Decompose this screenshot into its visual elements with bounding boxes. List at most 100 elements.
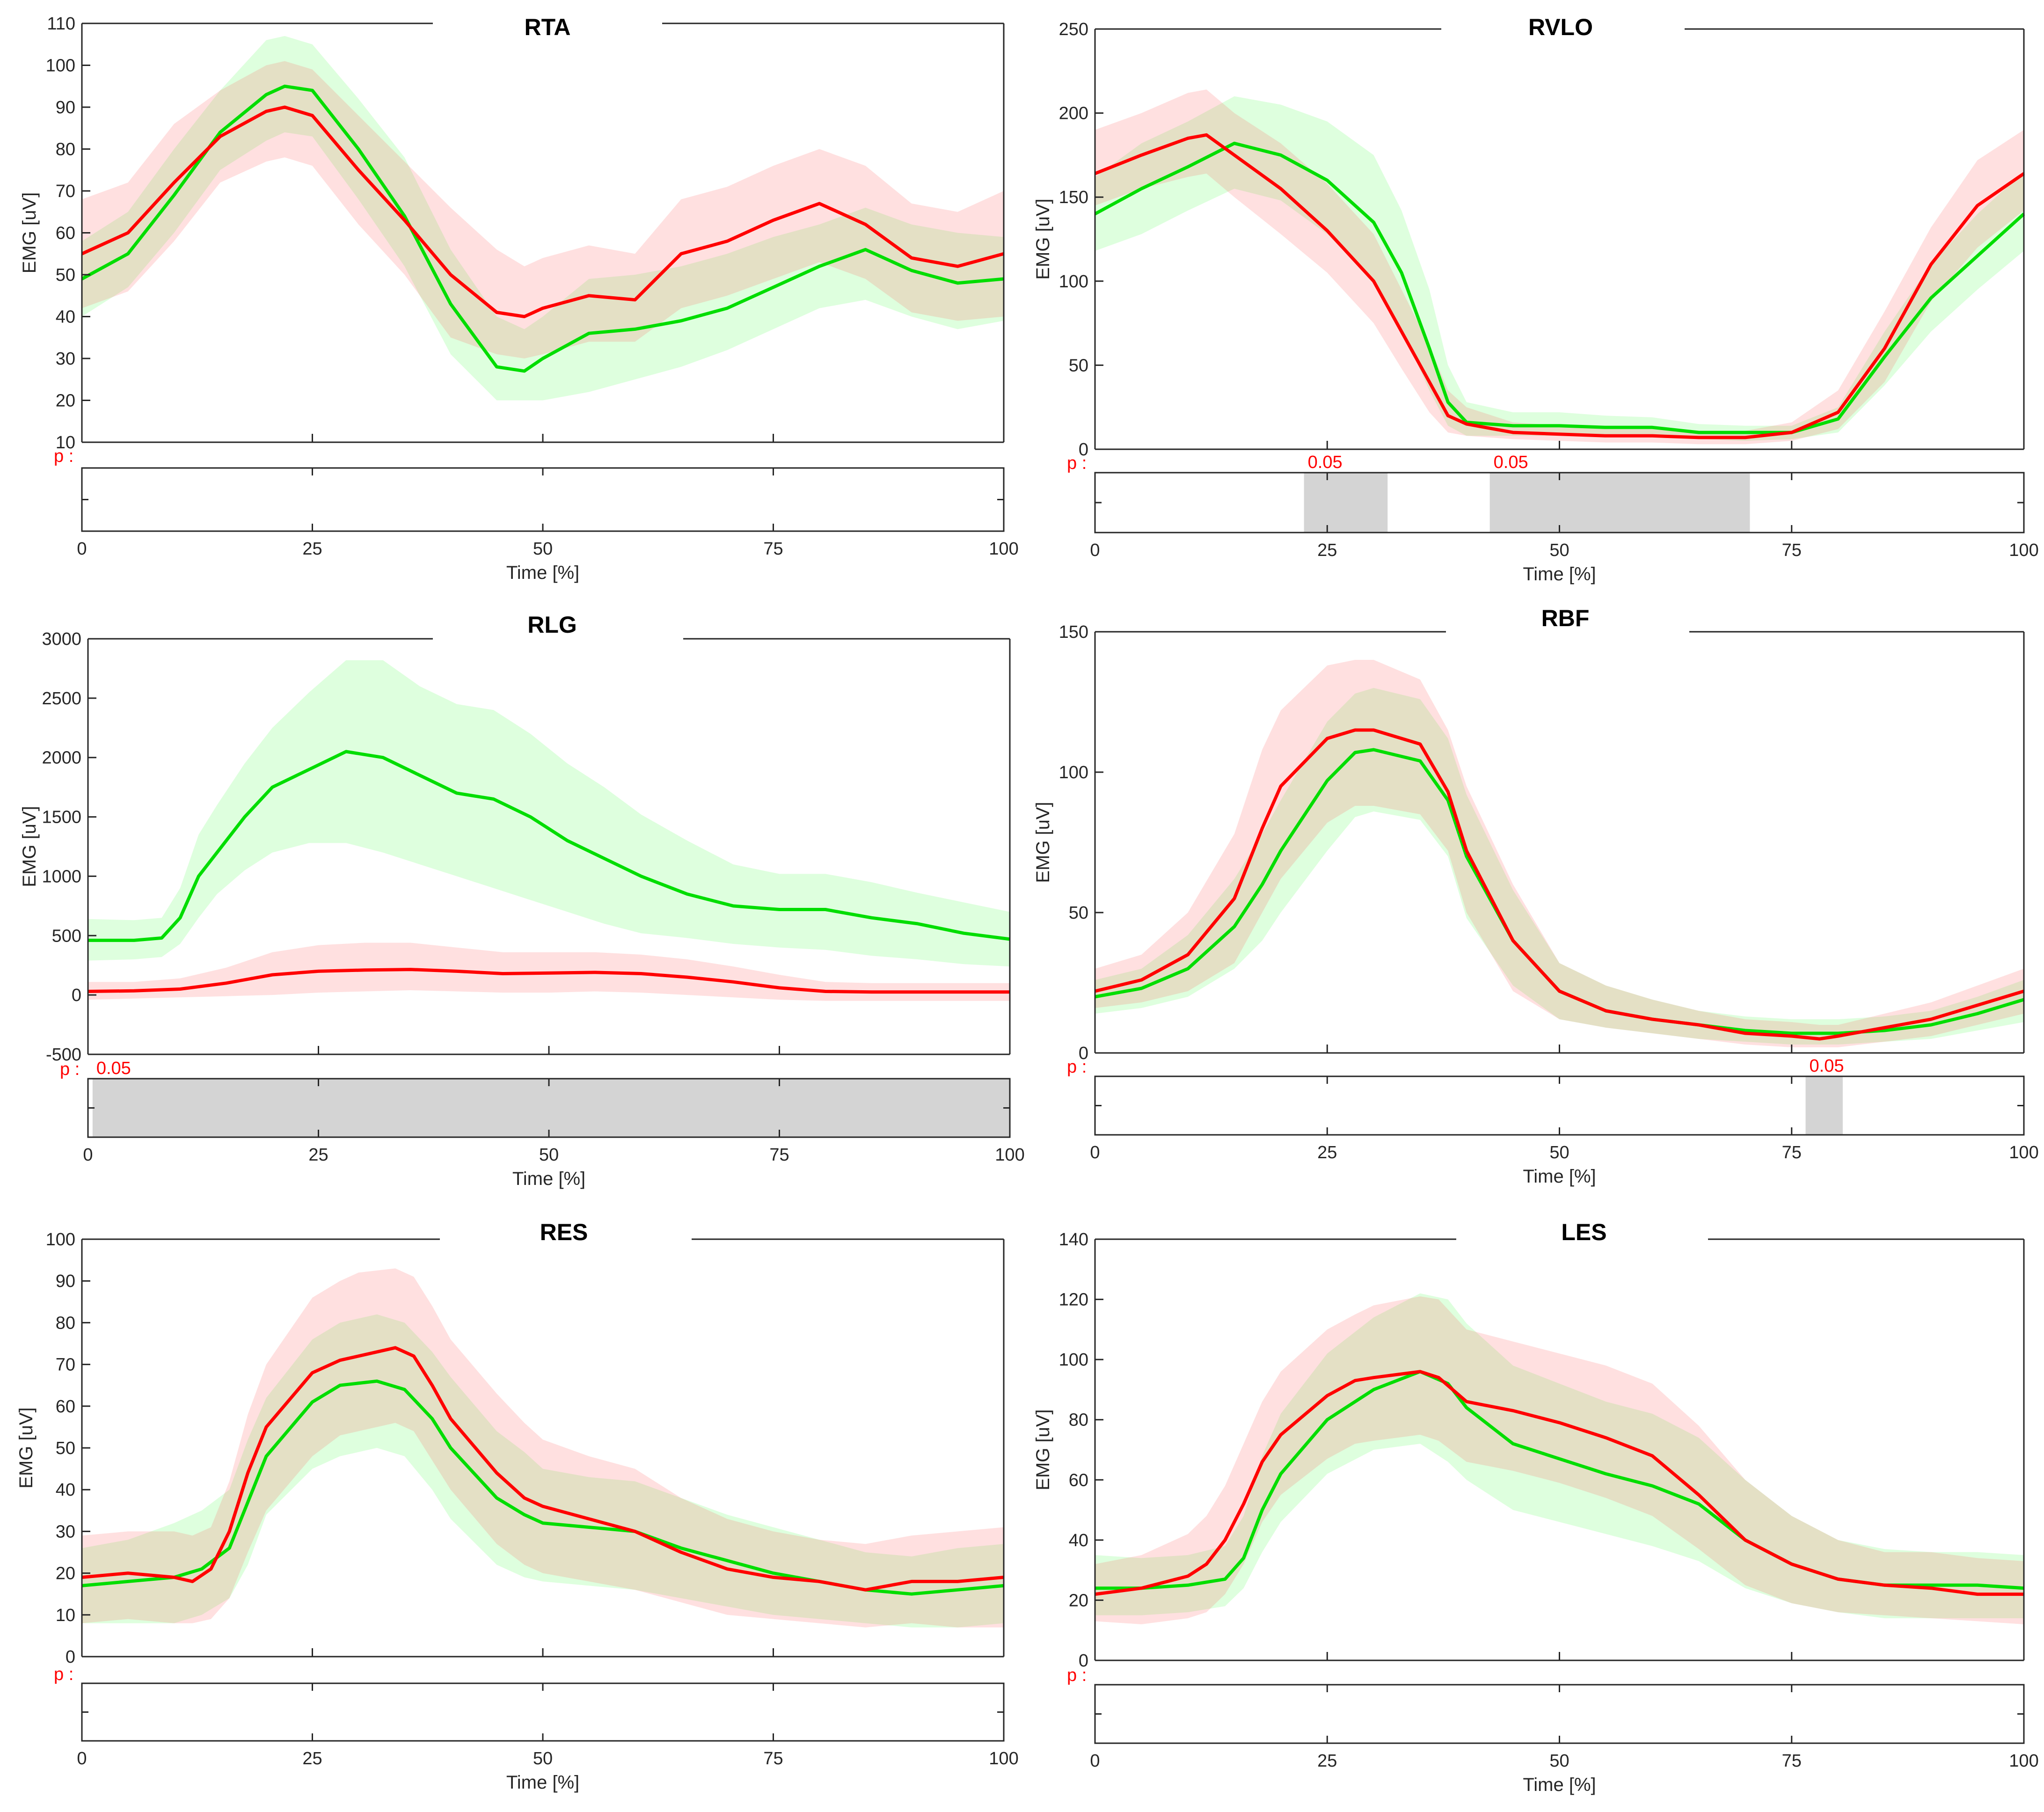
y-tick-label: 30	[56, 349, 75, 369]
y-tick-label: 40	[56, 1480, 75, 1500]
x-tick-label: 75	[1782, 1143, 1802, 1162]
y-tick-label: 140	[1059, 1230, 1088, 1249]
x-tick-label: 25	[308, 1145, 328, 1165]
series-line-green	[81, 84, 1004, 373]
y-tick-label: 60	[1069, 1470, 1088, 1490]
p-strip-frame	[81, 467, 1005, 532]
y-tick-label: 50	[1069, 356, 1088, 375]
x-tick-label: 100	[2009, 1751, 2038, 1771]
y-tick-label: 50	[1069, 903, 1088, 923]
y-tick-label: 100	[1059, 763, 1088, 782]
y-tick-label: 90	[56, 98, 75, 117]
x-tick-label: 75	[1782, 541, 1802, 560]
x-axis-label: Time [%]	[512, 1169, 585, 1189]
significance-region	[1489, 473, 1750, 533]
x-tick-label: 0	[77, 1749, 87, 1768]
significance-region	[92, 1079, 1010, 1137]
x-tick-label: 100	[989, 539, 1018, 559]
p-label: p :	[60, 1059, 80, 1079]
panel-title: RLG	[527, 612, 577, 638]
chart-panel-rta: 10 20 30 40 50 60 70 80 90 100 110 RTA EMG [uV] p : 0 2…	[19, 14, 1019, 583]
x-tick-label: 50	[1549, 541, 1569, 560]
y-tick-label: 150	[1059, 622, 1088, 642]
panel-title: RVLO	[1528, 14, 1593, 40]
x-tick-label: 75	[1782, 1751, 1802, 1771]
y-tick-label: 10	[56, 433, 75, 453]
x-tick-label: 50	[533, 539, 553, 559]
x-tick-label: 25	[1317, 1143, 1337, 1162]
y-tick-label: 110	[47, 14, 75, 34]
y-tick-label: 50	[56, 1439, 75, 1458]
p-label: p :	[1067, 1057, 1087, 1077]
y-tick-label: 250	[1059, 20, 1088, 39]
x-tick-label: 50	[533, 1749, 553, 1768]
band-green	[82, 36, 1004, 401]
significance-region	[1805, 1076, 1843, 1135]
x-tick-label: 25	[302, 539, 322, 559]
y-tick-label: 2000	[42, 748, 81, 768]
y-tick-label: 60	[56, 224, 75, 243]
y-tick-label: 0	[1079, 440, 1088, 460]
y-tick-label: 70	[56, 1355, 75, 1375]
x-tick-label: 100	[2009, 541, 2038, 560]
x-tick-label: 75	[763, 1749, 783, 1768]
x-axis-label: Time [%]	[1523, 1166, 1596, 1187]
significance-label: 0.05	[1308, 453, 1343, 472]
x-tick-label: 75	[769, 1145, 789, 1165]
band-red	[1095, 660, 2024, 1047]
series-line-red	[81, 1346, 1004, 1592]
y-tick-label: 2500	[42, 689, 81, 709]
y-tick-label: 100	[1059, 272, 1088, 292]
x-axis-label: Time [%]	[506, 563, 579, 583]
band-green	[82, 1314, 1004, 1628]
y-tick-label: 1000	[42, 867, 81, 886]
y-tick-label: 100	[1059, 1350, 1088, 1370]
y-tick-label: 20	[56, 1564, 75, 1584]
panel-title: LES	[1561, 1219, 1606, 1245]
x-tick-label: 25	[302, 1749, 322, 1768]
x-tick-label: 0	[1090, 541, 1100, 560]
p-label: p :	[54, 446, 73, 466]
x-tick-label: 0	[1090, 1751, 1100, 1771]
p-strip-frame	[1094, 1075, 2025, 1136]
y-tick-label: 20	[56, 391, 75, 411]
y-tick-label: 0	[72, 986, 81, 1005]
y-tick-label: 0	[66, 1647, 75, 1667]
y-tick-label: 90	[56, 1271, 75, 1291]
x-tick-label: 100	[2009, 1143, 2038, 1162]
series-line-red	[88, 968, 1010, 994]
y-axis-label: EMG [uV]	[19, 192, 40, 273]
y-axis-label: EMG [uV]	[1033, 802, 1053, 883]
significance-label: 0.05	[1810, 1056, 1844, 1076]
y-tick-label: 30	[56, 1522, 75, 1542]
x-tick-label: 0	[77, 539, 87, 559]
y-tick-label: 20	[1069, 1591, 1088, 1610]
x-tick-label: 50	[1549, 1751, 1569, 1771]
significance-label: 0.05	[96, 1059, 131, 1078]
y-tick-label: 70	[56, 182, 75, 201]
series-line-green	[88, 750, 1010, 942]
y-tick-label: 10	[56, 1606, 75, 1625]
x-tick-label: 25	[1317, 1751, 1337, 1771]
y-tick-label: 120	[1059, 1290, 1088, 1310]
y-tick-label: -500	[46, 1045, 81, 1065]
y-tick-label: 40	[56, 307, 75, 327]
y-tick-label: 100	[46, 1230, 75, 1249]
panel-title: RBF	[1541, 605, 1590, 631]
series-line-red	[1095, 1370, 2024, 1596]
band-green	[1095, 1293, 2024, 1618]
y-tick-label: 50	[56, 265, 75, 285]
series-line-red	[81, 105, 1004, 318]
x-tick-label: 0	[1090, 1143, 1100, 1162]
y-tick-label: 150	[1059, 188, 1088, 207]
y-tick-label: 0	[1079, 1044, 1088, 1063]
y-axis-label: EMG [uV]	[16, 1407, 36, 1488]
y-tick-label: 80	[1069, 1410, 1088, 1430]
x-axis-label: Time [%]	[1523, 1775, 1596, 1795]
x-axis-label: Time [%]	[506, 1772, 579, 1793]
